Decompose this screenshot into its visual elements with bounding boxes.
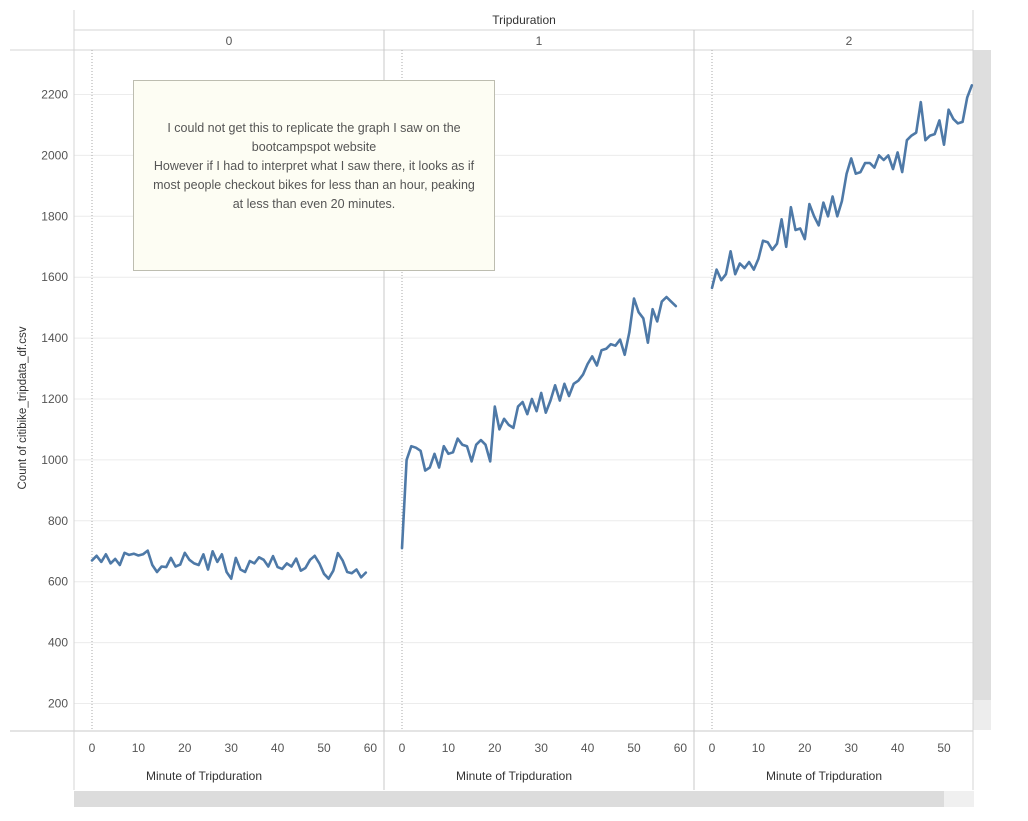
x-tick-label: 40 <box>891 741 905 755</box>
x-tick-label: 10 <box>752 741 766 755</box>
x-tick-label: 50 <box>317 741 331 755</box>
x-axis-labels: Minute of Tripduration Minute of Tripdura… <box>146 769 882 783</box>
annotation-line: most people checkout bikes for less than… <box>153 178 475 192</box>
x-tick-label: 60 <box>364 741 378 755</box>
gridlines <box>74 94 973 704</box>
x-tick-label: 10 <box>442 741 456 755</box>
annotation-box[interactable]: I could not get this to replicate the gr… <box>133 80 495 271</box>
vertical-scrollbar-thumb[interactable] <box>973 50 991 700</box>
annotation-line: However if I had to interpret what I saw… <box>153 159 475 173</box>
x-tick-label: 60 <box>674 741 688 755</box>
x-tick-label: 50 <box>937 741 951 755</box>
zero-reference-lines <box>91 50 713 731</box>
panel-headers: 0 1 2 <box>226 34 853 48</box>
series-line <box>90 549 368 581</box>
x-tick-label: 20 <box>798 741 812 755</box>
x-tick-label: 10 <box>132 741 146 755</box>
x-tick-label: 30 <box>845 741 859 755</box>
series-line <box>400 295 678 550</box>
annotation-line: bootcampspot website <box>251 140 377 154</box>
y-axis-ticks: 200 400 600 800 1000 1200 1400 1600 1800 2000 2200 <box>41 88 68 711</box>
y-tick-label: 2200 <box>41 88 68 102</box>
y-tick-label: 1600 <box>41 270 68 284</box>
x-tick-label: 40 <box>271 741 285 755</box>
x-axis-ticks: 0 10 20 30 40 50 60 0 10 20 30 40 50 60 0 10 20 30 40 50 <box>89 741 951 755</box>
y-tick-label: 800 <box>48 514 68 528</box>
y-tick-label: 600 <box>48 575 68 589</box>
x-axis-label: Minute of Tripduration <box>456 769 572 783</box>
panel-header: 1 <box>536 34 543 48</box>
y-tick-label: 1800 <box>41 209 68 223</box>
panel-header: 2 <box>846 34 853 48</box>
y-tick-label: 2000 <box>41 148 68 162</box>
x-axis-label: Minute of Tripduration <box>766 769 882 783</box>
x-axis-label: Minute of Tripduration <box>146 769 262 783</box>
x-tick-label: 0 <box>709 741 716 755</box>
series-line <box>710 84 974 290</box>
x-tick-label: 50 <box>627 741 641 755</box>
y-tick-label: 1400 <box>41 331 68 345</box>
annotation-line: at less than even 20 minutes. <box>232 197 396 211</box>
y-tick-label: 1000 <box>41 453 68 467</box>
panel-header: 0 <box>226 34 233 48</box>
annotation-text: I could not get this to replicate the gr… <box>153 119 475 214</box>
y-tick-label: 200 <box>48 697 68 711</box>
x-tick-label: 40 <box>581 741 595 755</box>
column-header-title: Tripduration <box>492 13 556 27</box>
x-tick-label: 0 <box>89 741 96 755</box>
x-tick-label: 0 <box>399 741 406 755</box>
x-tick-label: 20 <box>488 741 502 755</box>
y-tick-label: 1200 <box>41 392 68 406</box>
annotation-line: I could not get this to replicate the gr… <box>167 121 461 135</box>
series-lines <box>90 84 974 581</box>
y-tick-label: 400 <box>48 636 68 650</box>
x-tick-label: 30 <box>225 741 239 755</box>
x-tick-label: 20 <box>178 741 192 755</box>
y-axis-label: Count of citibike_tripdata_df.csv <box>17 326 29 489</box>
horizontal-scrollbar-thumb[interactable] <box>74 791 944 807</box>
x-tick-label: 30 <box>535 741 549 755</box>
